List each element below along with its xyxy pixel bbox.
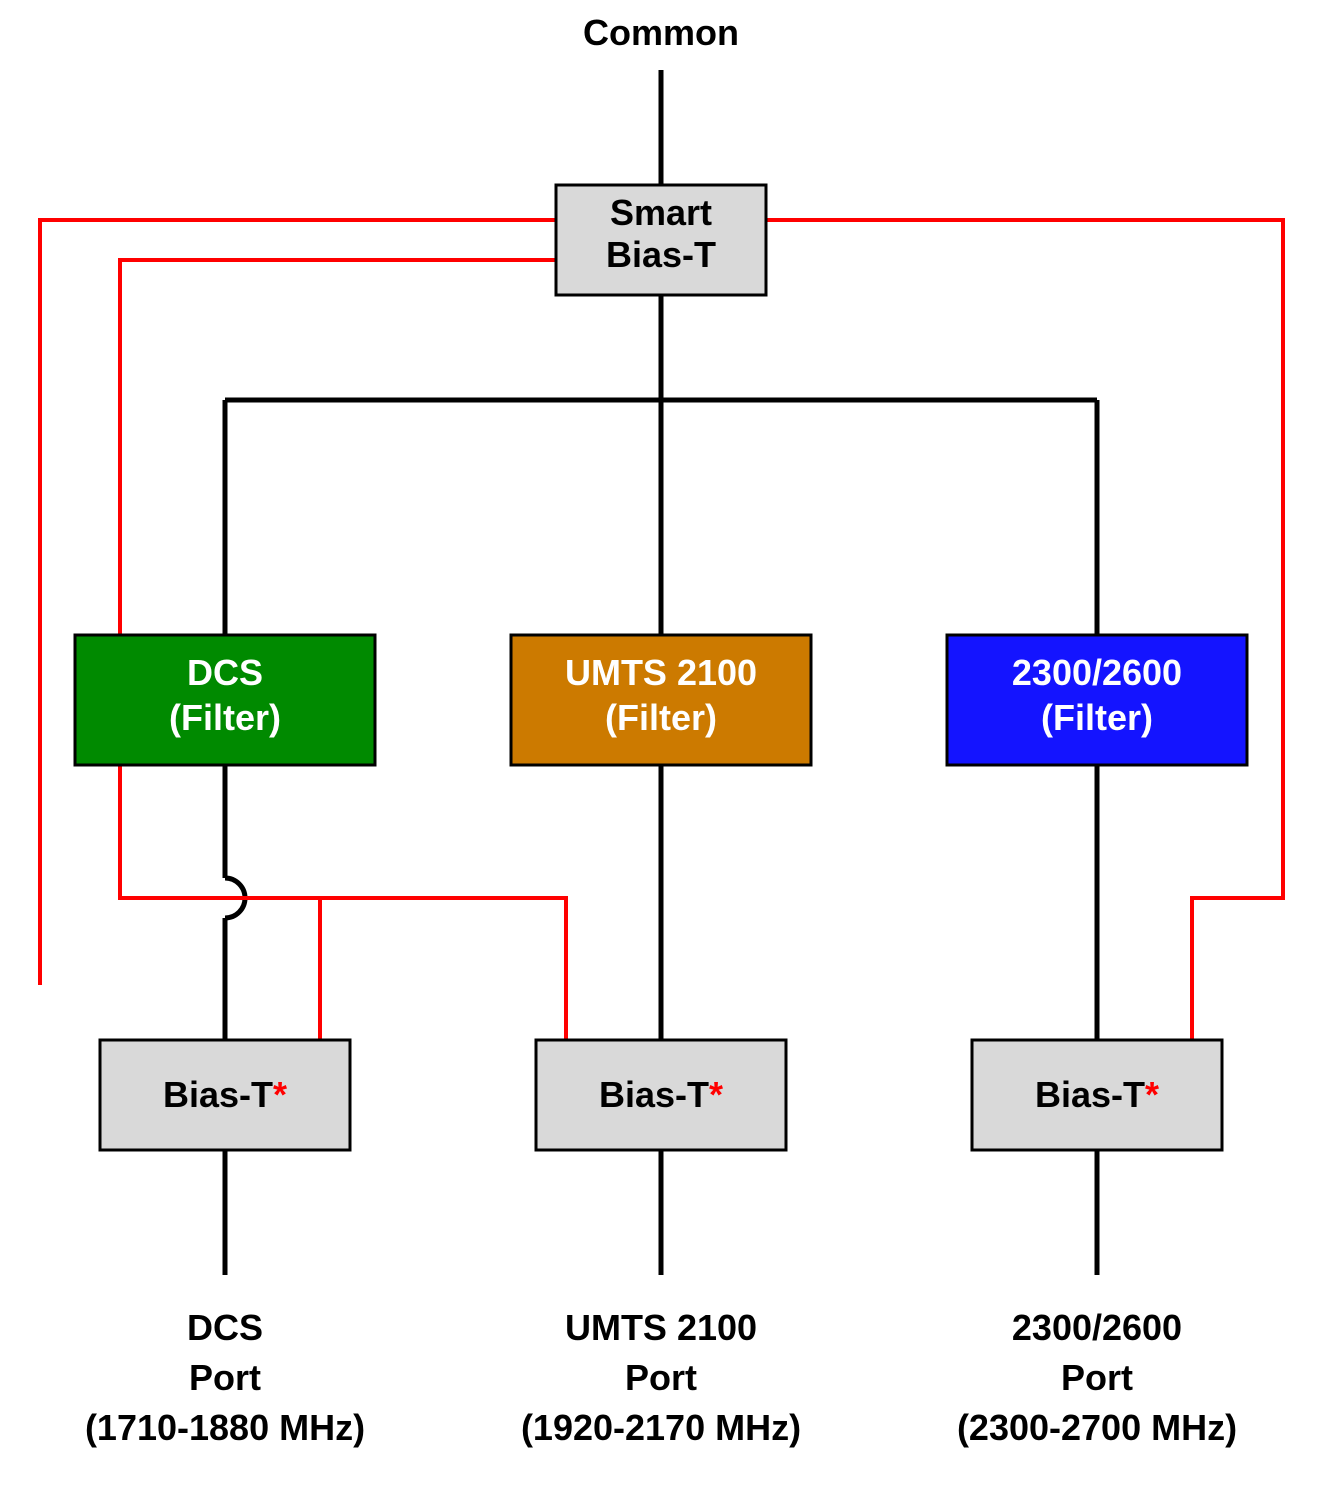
label-bias-t-0: Bias-T* [163, 1074, 287, 1115]
label-filter-0-l1: DCS [187, 652, 263, 693]
label-bias-t-1: Bias-T* [599, 1074, 723, 1115]
label-filter-1-l1: UMTS 2100 [565, 652, 757, 693]
red-right-outer [766, 220, 1283, 1040]
label-filter-0-l2: (Filter) [169, 697, 281, 738]
label-filter-2-l1: 2300/2600 [1012, 652, 1182, 693]
red-left-outer [40, 220, 556, 985]
rf-combiner-diagram: CommonSmartBias-TDCS(Filter)UMTS 2100(Fi… [0, 0, 1323, 1495]
label-port-1-l1: UMTS 2100 [565, 1307, 757, 1348]
label-port-1-l3: (1920-2170 MHz) [521, 1407, 801, 1448]
label-port-2-l1: 2300/2600 [1012, 1307, 1182, 1348]
label-smart-l1: Smart [610, 192, 712, 233]
label-filter-1-l2: (Filter) [605, 697, 717, 738]
label-common: Common [583, 12, 739, 53]
label-filter-2-l2: (Filter) [1041, 697, 1153, 738]
label-port-1-l2: Port [625, 1357, 697, 1398]
label-port-0-l1: DCS [187, 1307, 263, 1348]
label-port-0-l3: (1710-1880 MHz) [85, 1407, 365, 1448]
label-port-2-l3: (2300-2700 MHz) [957, 1407, 1237, 1448]
label-smart-l2: Bias-T [606, 234, 716, 275]
label-port-0-l2: Port [189, 1357, 261, 1398]
label-port-2-l2: Port [1061, 1357, 1133, 1398]
label-bias-t-2: Bias-T* [1035, 1074, 1159, 1115]
